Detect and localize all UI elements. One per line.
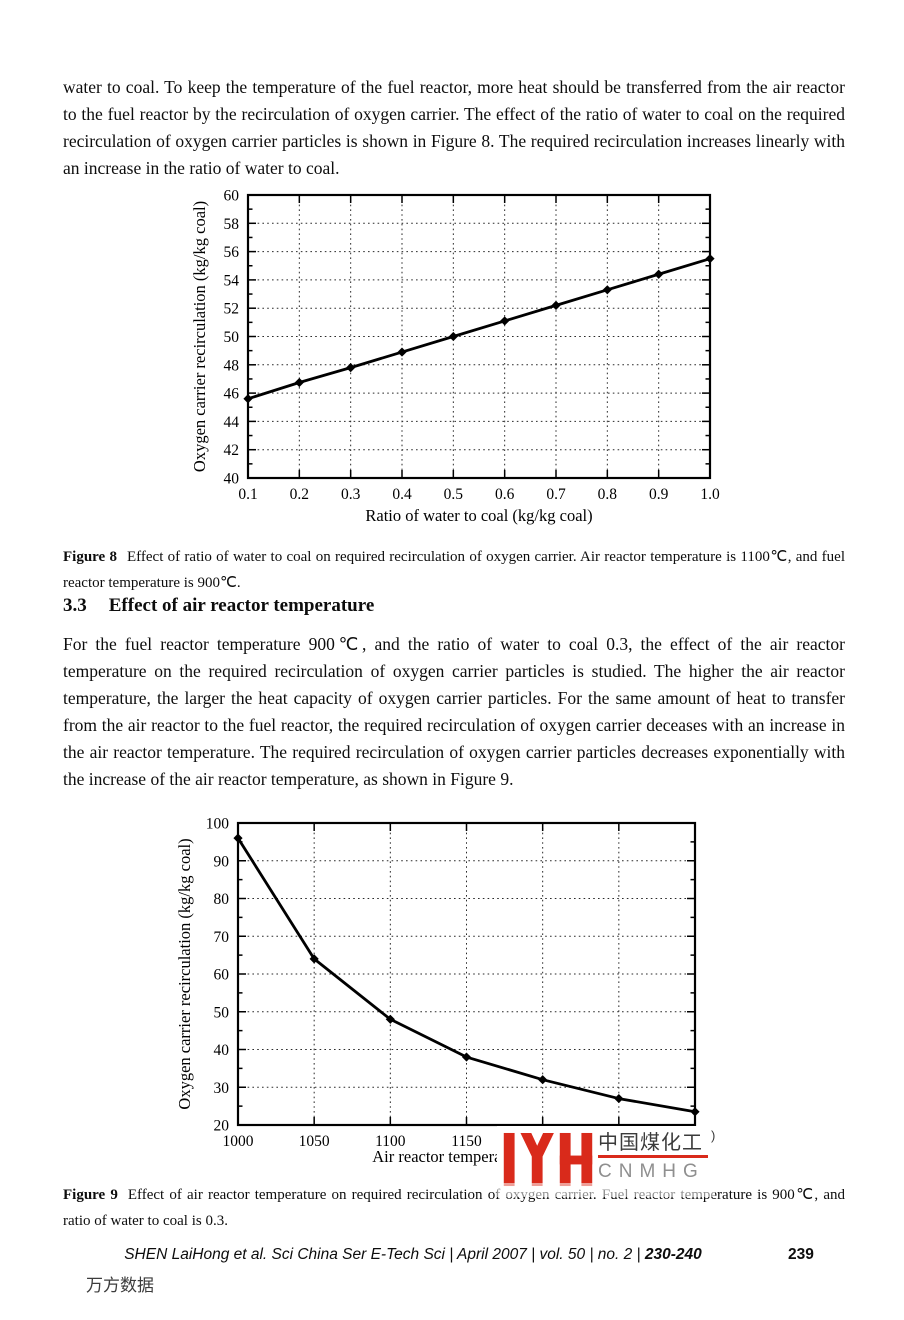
svg-text:1.0: 1.0 — [700, 486, 720, 503]
svg-text:90: 90 — [214, 853, 230, 870]
figure-8-caption-text: Effect of ratio of water to coal on requ… — [63, 549, 845, 591]
figure-8-chart: 0.1 0.2 0.3 0.4 0.5 0.6 0.7 0.8 0.9 1.0 40 42 44 46 48… — [120, 185, 760, 535]
svg-text:100: 100 — [206, 816, 230, 833]
svg-text:1050: 1050 — [299, 1133, 330, 1150]
svg-text:30: 30 — [214, 1080, 230, 1097]
svg-text:56: 56 — [224, 244, 240, 261]
svg-text:Ratio of water to coal (kg/kg: Ratio of water to coal (kg/kg coal) — [365, 506, 592, 525]
svg-text:0.3: 0.3 — [341, 486, 361, 503]
watermark-paren: ) — [711, 1128, 716, 1143]
svg-text:0.9: 0.9 — [649, 486, 669, 503]
svg-text:42: 42 — [224, 442, 240, 459]
svg-text:0.1: 0.1 — [238, 486, 257, 503]
svg-text:54: 54 — [224, 272, 240, 289]
figure-9-caption-text: Effect of air reactor temperature on req… — [63, 1187, 845, 1229]
svg-text:80: 80 — [214, 891, 230, 908]
watermark-latin-text: CNMHG — [598, 1161, 705, 1182]
svg-text:1150: 1150 — [451, 1133, 482, 1150]
footer-citation-text: SHEN LaiHong et al. Sci China Ser E-Tech… — [124, 1246, 645, 1263]
svg-text:40: 40 — [214, 1042, 230, 1059]
svg-text:60: 60 — [214, 967, 230, 984]
svg-text:60: 60 — [224, 188, 240, 205]
svg-text:52: 52 — [224, 301, 240, 318]
svg-text:70: 70 — [214, 929, 230, 946]
wanfang-watermark: 万方数据 — [86, 1276, 154, 1295]
figure-8-caption: Figure 8 Effect of ratio of water to coal… — [63, 544, 845, 596]
footer-page-number: 239 — [788, 1246, 814, 1263]
section-heading: 3.3 Effect of air reactor temperature — [63, 595, 845, 617]
figure-9-caption: Figure 9 Effect of air reactor temperatur… — [63, 1182, 845, 1234]
svg-text:46: 46 — [224, 386, 240, 403]
svg-text:Oxygen carrier recirculation (: Oxygen carrier recirculation (kg/kg coal… — [175, 838, 194, 1109]
figure-9-caption-label: Figure 9 — [63, 1187, 118, 1203]
watermark-underline — [598, 1155, 708, 1158]
figure-8-plot: 0.1 0.2 0.3 0.4 0.5 0.6 0.7 0.8 0.9 1.0 40 42 44 46 48… — [190, 188, 720, 526]
svg-text:1000: 1000 — [223, 1133, 254, 1150]
watermark-text-block: 中国煤化工 CNMHG — [598, 1132, 718, 1183]
svg-text:58: 58 — [224, 216, 240, 233]
svg-text:Oxygen carrier recirculation (: Oxygen carrier recirculation (kg/kg coal… — [190, 201, 209, 472]
svg-text:48: 48 — [224, 357, 240, 374]
cnmhg-logo-icon — [503, 1132, 593, 1187]
figure-9-plot: 1000105011001150120012501300203040506070… — [175, 816, 711, 1167]
caption-fade-overlay — [497, 1183, 715, 1197]
svg-text:0.6: 0.6 — [495, 486, 515, 503]
paragraph-intro: water to coal. To keep the temperature o… — [63, 77, 845, 178]
svg-text:0.2: 0.2 — [290, 486, 309, 503]
svg-text:50: 50 — [214, 1004, 230, 1021]
svg-text:50: 50 — [224, 329, 240, 346]
svg-text:44: 44 — [224, 414, 240, 431]
section-title: Effect of air reactor temperature — [108, 595, 375, 616]
footer-citation: SHEN LaiHong et al. Sci China Ser E-Tech… — [63, 1246, 763, 1264]
figure-8-caption-label: Figure 8 — [63, 549, 117, 565]
cnmhg-watermark: 中国煤化工 CNMHG ) — [497, 1126, 719, 1187]
footer-page-range: 230-240 — [644, 1246, 702, 1263]
svg-text:40: 40 — [224, 471, 240, 488]
watermark-chinese-text: 中国煤化工 — [598, 1132, 703, 1154]
svg-text:0.8: 0.8 — [598, 486, 618, 503]
paragraph-air-reactor: For the fuel reactor temperature 900℃, a… — [63, 634, 845, 789]
svg-text:20: 20 — [214, 1118, 230, 1135]
svg-text:0.5: 0.5 — [444, 486, 464, 503]
svg-text:0.4: 0.4 — [392, 486, 412, 503]
section-number: 3.3 — [63, 595, 87, 616]
svg-text:1100: 1100 — [375, 1133, 406, 1150]
svg-text:0.7: 0.7 — [546, 486, 566, 503]
